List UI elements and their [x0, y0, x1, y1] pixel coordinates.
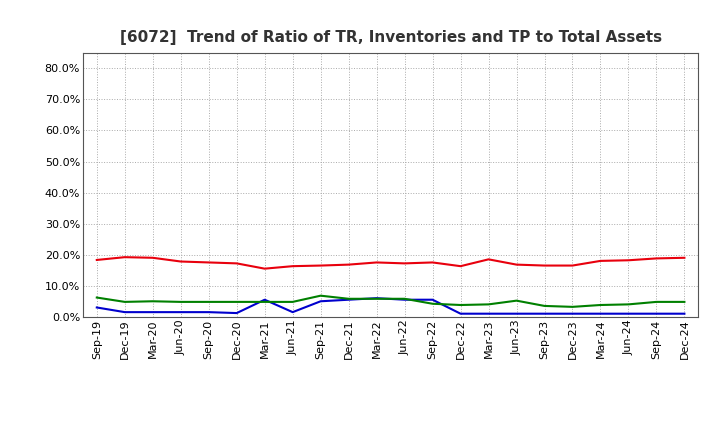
- Inventories: [400, 297, 409, 302]
- Trade Receivables: [428, 260, 437, 265]
- Line: Trade Receivables: Trade Receivables: [96, 257, 685, 269]
- Trade Payables: [568, 304, 577, 309]
- Trade Payables: [233, 299, 241, 304]
- Inventories: [652, 311, 661, 316]
- Trade Receivables: [92, 257, 101, 263]
- Trade Receivables: [204, 260, 213, 265]
- Inventories: [456, 311, 465, 316]
- Trade Payables: [485, 302, 493, 307]
- Trade Receivables: [148, 255, 157, 260]
- Title: [6072]  Trend of Ratio of TR, Inventories and TP to Total Assets: [6072] Trend of Ratio of TR, Inventories…: [120, 29, 662, 45]
- Trade Receivables: [120, 254, 129, 260]
- Inventories: [316, 299, 325, 304]
- Inventories: [204, 309, 213, 315]
- Trade Receivables: [512, 262, 521, 267]
- Trade Payables: [344, 296, 353, 301]
- Trade Receivables: [261, 266, 269, 271]
- Inventories: [512, 311, 521, 316]
- Trade Payables: [288, 299, 297, 304]
- Trade Payables: [176, 299, 185, 304]
- Trade Receivables: [680, 255, 689, 260]
- Inventories: [680, 311, 689, 316]
- Line: Inventories: Inventories: [96, 298, 685, 314]
- Trade Receivables: [288, 264, 297, 269]
- Inventories: [176, 309, 185, 315]
- Trade Receivables: [596, 258, 605, 264]
- Trade Payables: [680, 299, 689, 304]
- Trade Payables: [540, 303, 549, 308]
- Trade Receivables: [344, 262, 353, 267]
- Inventories: [624, 311, 633, 316]
- Inventories: [148, 309, 157, 315]
- Trade Payables: [596, 302, 605, 308]
- Inventories: [344, 297, 353, 302]
- Trade Receivables: [372, 260, 381, 265]
- Trade Payables: [92, 295, 101, 300]
- Inventories: [485, 311, 493, 316]
- Trade Receivables: [624, 258, 633, 263]
- Trade Receivables: [540, 263, 549, 268]
- Trade Receivables: [400, 261, 409, 266]
- Trade Receivables: [652, 256, 661, 261]
- Inventories: [261, 297, 269, 302]
- Trade Payables: [148, 299, 157, 304]
- Inventories: [596, 311, 605, 316]
- Trade Receivables: [485, 257, 493, 262]
- Trade Receivables: [568, 263, 577, 268]
- Trade Payables: [204, 299, 213, 304]
- Line: Trade Payables: Trade Payables: [96, 296, 685, 307]
- Trade Payables: [624, 302, 633, 307]
- Trade Receivables: [233, 261, 241, 266]
- Inventories: [372, 296, 381, 301]
- Trade Payables: [652, 299, 661, 304]
- Trade Payables: [316, 293, 325, 298]
- Inventories: [233, 311, 241, 316]
- Inventories: [428, 297, 437, 302]
- Inventories: [92, 305, 101, 310]
- Inventories: [540, 311, 549, 316]
- Trade Payables: [428, 301, 437, 306]
- Trade Payables: [456, 302, 465, 308]
- Trade Payables: [400, 296, 409, 301]
- Trade Receivables: [316, 263, 325, 268]
- Inventories: [120, 309, 129, 315]
- Trade Payables: [372, 296, 381, 301]
- Inventories: [568, 311, 577, 316]
- Trade Payables: [261, 299, 269, 304]
- Trade Receivables: [176, 259, 185, 264]
- Trade Receivables: [456, 264, 465, 269]
- Inventories: [288, 309, 297, 315]
- Trade Payables: [512, 298, 521, 303]
- Trade Payables: [120, 299, 129, 304]
